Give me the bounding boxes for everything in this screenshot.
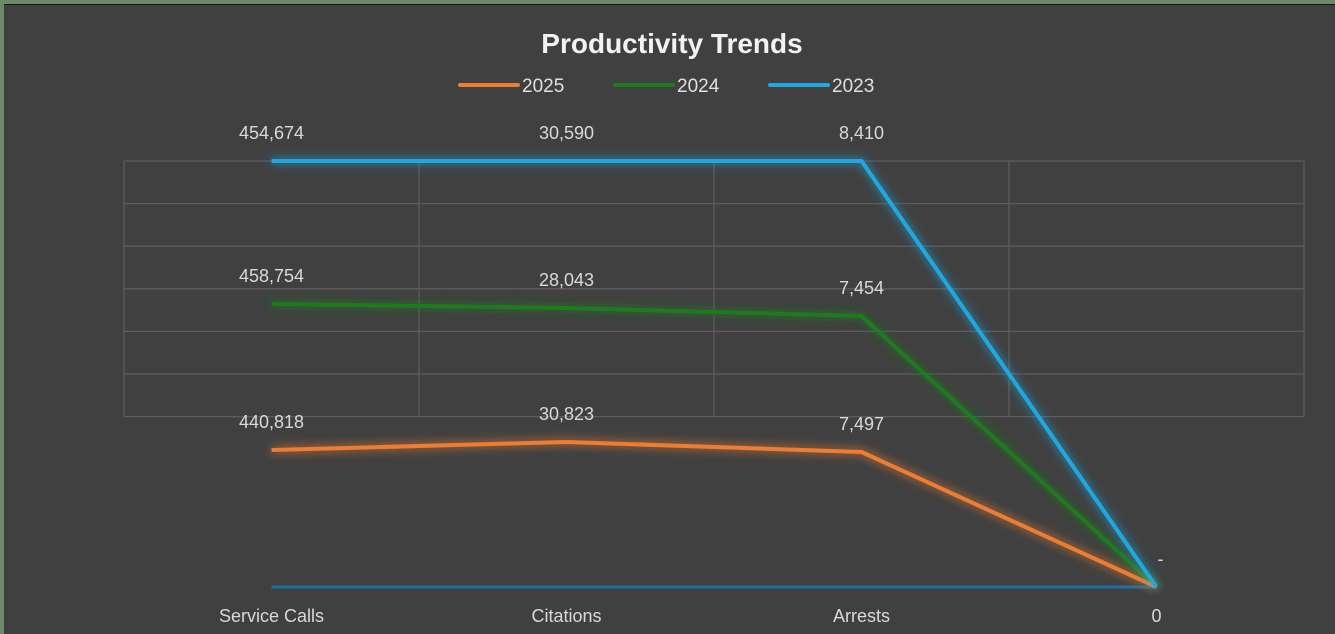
data-label-2023-0: 454,674 — [239, 123, 304, 143]
data-label-2024-0: 458,754 — [239, 266, 304, 286]
legend: 2025 2024 2023 — [458, 76, 874, 97]
series-line-2023 — [271, 159, 1159, 589]
category-label-1: Citations — [531, 606, 601, 626]
series-line-2024 — [271, 302, 1158, 589]
chart-frame: Productivity Trends 2025 2024 2023 458,754… — [4, 4, 1335, 634]
category-label-2: Arrests — [833, 606, 890, 626]
chart-title: Productivity Trends — [541, 28, 802, 59]
plot-gridlines — [123, 160, 1305, 418]
category-label-3: 0 — [1151, 606, 1161, 626]
data-label-2025-1: 30,823 — [539, 404, 594, 424]
category-label-0: Service Calls — [219, 606, 324, 626]
legend-label-2023: 2023 — [832, 76, 874, 97]
legend-label-2025: 2025 — [522, 76, 564, 97]
data-label-2025-0: 440,818 — [239, 412, 304, 432]
legend-label-2024: 2024 — [677, 76, 720, 97]
data-label-2024-1: 28,043 — [539, 270, 594, 290]
data-label-2023-1: 30,590 — [539, 123, 594, 143]
data-label-2023-2: 8,410 — [839, 123, 884, 143]
series-lines — [271, 159, 1159, 589]
data-label-2025-3: - — [1158, 549, 1164, 569]
line-chart: Productivity Trends 2025 2024 2023 458,754… — [123, 28, 1305, 626]
category-labels: Service Calls Citations Arrests 0 — [219, 606, 1162, 626]
data-labels: 458,754 28,043 7,454 440,818 30,823 7,497 - 454… — [239, 123, 1164, 569]
data-label-2024-2: 7,454 — [839, 278, 884, 298]
data-label-2025-2: 7,497 — [839, 414, 884, 434]
series-line-2025 — [271, 440, 1158, 589]
